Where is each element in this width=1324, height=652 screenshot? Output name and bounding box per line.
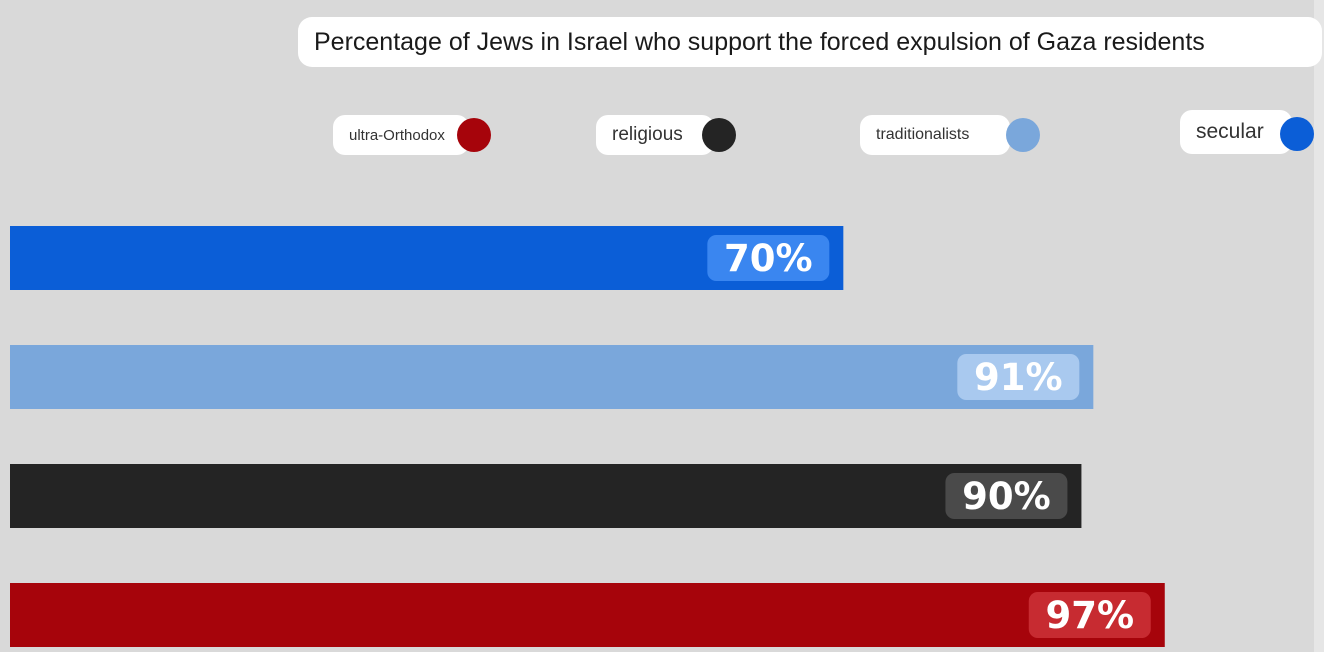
legend-swatch-secular [1280,117,1314,151]
bar-traditionalists [10,345,1094,409]
data-label-pill-ultra-orthodox [1028,592,1151,638]
bar-ultra-orthodox [10,583,1165,647]
legend-swatch-traditionalists [1006,118,1040,152]
data-label-pill-secular [707,235,830,281]
legend-swatch-religious [702,118,736,152]
legend-label-ultra-orthodox: ultra-Orthodox [333,115,469,155]
data-label-ultra-orthodox: 97% [1045,594,1134,637]
data-label-secular: 70% [724,237,813,280]
legend-label-secular: secular [1180,110,1292,154]
legend-label-traditionalists: traditionalists [860,115,1010,155]
data-label-pill-traditionalists [957,354,1080,400]
right-edge-strip [1314,0,1324,652]
legend-swatch-ultra-orthodox [457,118,491,152]
chart-title-text: Percentage of Jews in Israel who support… [314,27,1205,56]
data-label-religious: 90% [962,475,1051,518]
data-label-pill-religious [945,473,1068,519]
bar-secular [10,226,844,290]
bar-religious [10,464,1082,528]
legend-label-religious: religious [596,115,714,155]
data-label-traditionalists: 91% [974,356,1063,399]
chart-title: Percentage of Jews in Israel who support… [298,17,1322,67]
